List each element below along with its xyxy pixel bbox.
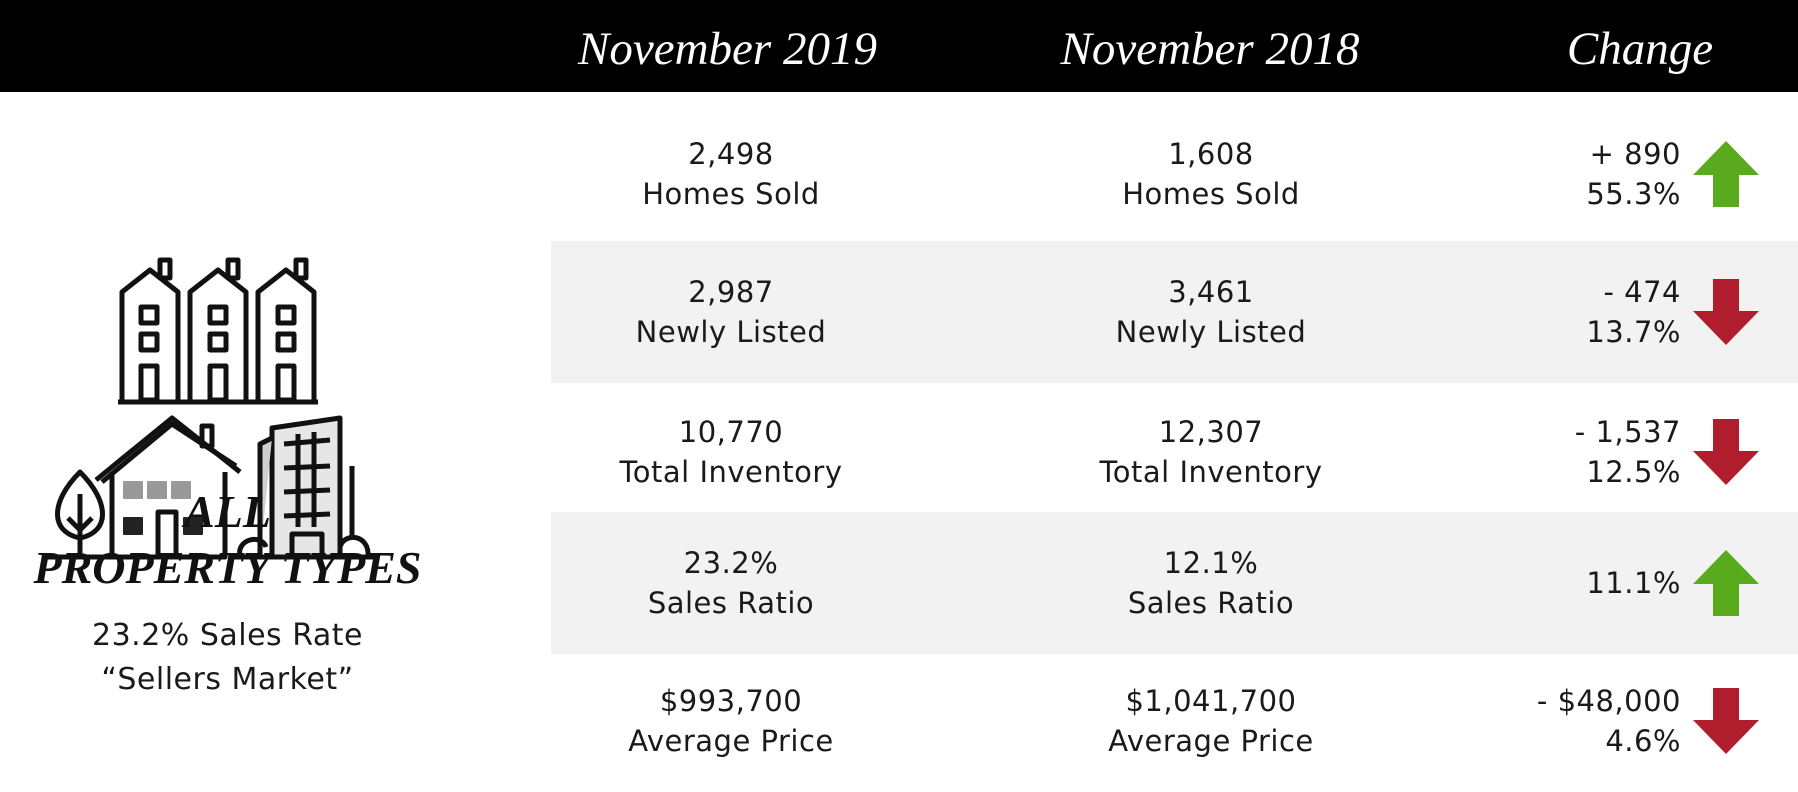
arrow-up-icon — [1693, 550, 1759, 616]
cell-2018: 12.1% Sales Ratio — [1031, 512, 1391, 654]
cell-2018: 3,461 Newly Listed — [1031, 241, 1391, 383]
label-2019: Average Price — [628, 724, 834, 758]
cell-2018: $1,041,700 Average Price — [1031, 650, 1391, 792]
change-amount: + 890 — [1589, 137, 1681, 171]
header-bar: November 2019 November 2018 Change — [0, 0, 1798, 92]
cell-2019: $993,700 Average Price — [551, 650, 911, 792]
change-percent: 4.6% — [1605, 724, 1681, 758]
cell-2019: 23.2% Sales Ratio — [551, 512, 911, 654]
label-2019: Sales Ratio — [647, 586, 815, 620]
arrow-up-icon — [1693, 141, 1759, 207]
table-row: 23.2% Sales Ratio 12.1% Sales Ratio 11.1… — [551, 512, 1798, 654]
change-percent: 13.7% — [1586, 315, 1681, 349]
sales-rate-text: 23.2% Sales Rate — [91, 618, 363, 653]
cell-change: + 890 55.3% — [1411, 103, 1681, 245]
table-row: 10,770 Total Inventory 12,307 Total Inve… — [551, 381, 1798, 523]
label-2018: Average Price — [1108, 724, 1314, 758]
change-amount: - 1,537 — [1574, 415, 1681, 449]
change-percent: 11.1% — [1586, 566, 1681, 600]
label-2019: Homes Sold — [642, 177, 820, 211]
cell-change: 11.1% — [1411, 512, 1681, 654]
label-2018: Homes Sold — [1122, 177, 1300, 211]
cell-change: - 474 13.7% — [1411, 241, 1681, 383]
cell-change: - $48,000 4.6% — [1411, 650, 1681, 792]
property-type-title-line1: ALL — [184, 486, 271, 537]
header-col-change: Change — [1566, 23, 1714, 75]
label-2019: Total Inventory — [619, 455, 843, 489]
cell-2018: 12,307 Total Inventory — [1031, 381, 1391, 523]
cell-2019: 2,498 Homes Sold — [551, 103, 911, 245]
arrow-down-icon — [1693, 279, 1759, 345]
property-type-title-line2: PROPERTY TYPES — [33, 542, 422, 593]
table-row: 2,498 Homes Sold 1,608 Homes Sold + 890 … — [551, 103, 1798, 245]
value-2018: 1,608 — [1168, 137, 1254, 171]
value-2019: 23.2% — [683, 546, 779, 580]
value-2018: 12.1% — [1163, 546, 1259, 580]
value-2019: 2,498 — [688, 137, 774, 171]
change-amount: - $48,000 — [1536, 684, 1681, 718]
label-2018: Total Inventory — [1099, 455, 1323, 489]
change-amount: - 474 — [1603, 275, 1681, 309]
label-2018: Newly Listed — [1115, 315, 1307, 349]
table-row: 2,987 Newly Listed 3,461 Newly Listed - … — [551, 241, 1798, 383]
value-2019: $993,700 — [659, 684, 803, 718]
cell-2018: 1,608 Homes Sold — [1031, 103, 1391, 245]
value-2019: 2,987 — [688, 275, 774, 309]
arrow-down-icon — [1693, 688, 1759, 754]
cell-change: - 1,537 12.5% — [1411, 381, 1681, 523]
change-percent: 55.3% — [1586, 177, 1681, 211]
property-summary-panel: ALL PROPERTY TYPES 23.2% Sales Rate “Sel… — [0, 92, 550, 784]
table-row: $993,700 Average Price $1,041,700 Averag… — [551, 650, 1798, 792]
arrow-down-icon — [1693, 419, 1759, 485]
label-2018: Sales Ratio — [1127, 586, 1295, 620]
value-2018: $1,041,700 — [1125, 684, 1297, 718]
value-2018: 12,307 — [1158, 415, 1264, 449]
value-2018: 3,461 — [1168, 275, 1254, 309]
header-col-2018: November 2018 — [1060, 23, 1360, 75]
property-buildings-icon — [40, 182, 420, 572]
header-col-2019: November 2019 — [578, 23, 877, 75]
change-percent: 12.5% — [1586, 455, 1681, 489]
cell-2019: 10,770 Total Inventory — [551, 381, 911, 523]
market-type-text: “Sellers Market” — [101, 662, 354, 697]
value-2019: 10,770 — [678, 415, 784, 449]
cell-2019: 2,987 Newly Listed — [551, 241, 911, 383]
label-2019: Newly Listed — [635, 315, 827, 349]
